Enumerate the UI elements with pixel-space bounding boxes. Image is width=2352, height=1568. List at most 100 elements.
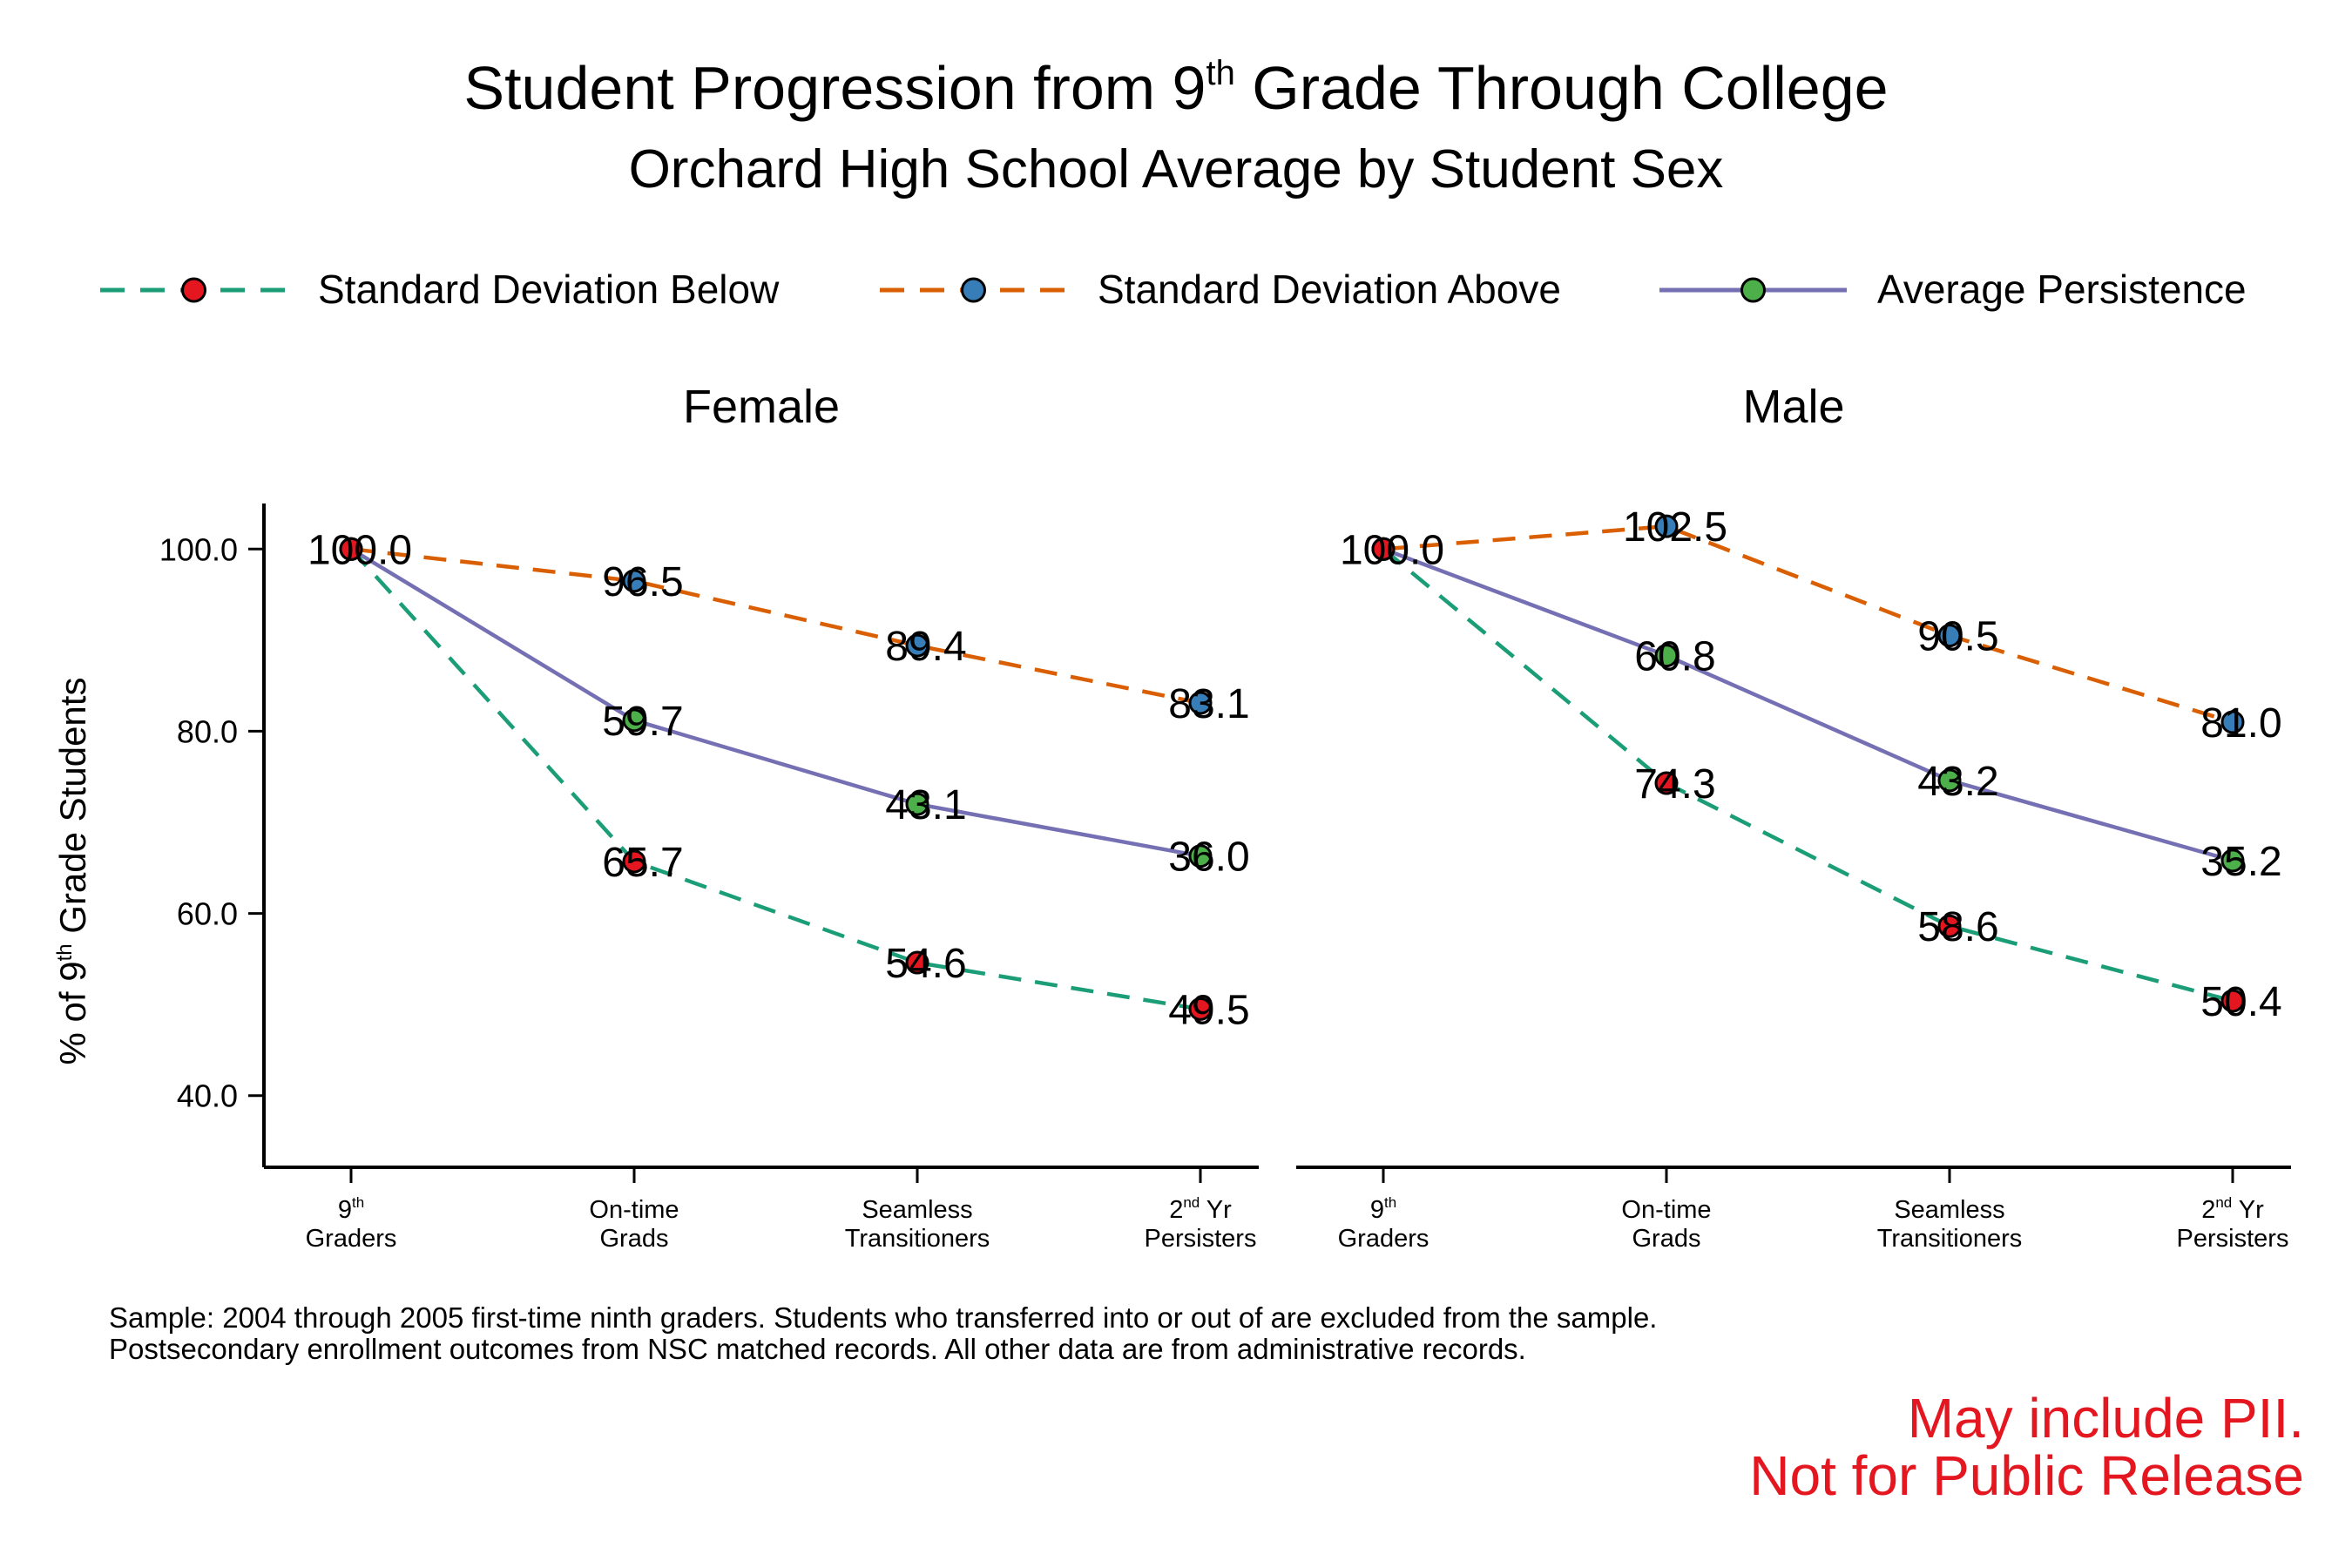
footnote-line-1: Sample: 2004 through 2005 first-time nin… [109,1301,1658,1334]
x-tick-label-line1: On-time [589,1196,679,1224]
data-point-below [339,537,363,561]
data-label-above: 83.1 [1168,681,1249,727]
chart-title-rest: Grade Through College [1235,54,1889,122]
x-tick-label-text: Seamless [1894,1196,2004,1224]
data-point-avg [1654,644,1679,668]
legend-label-above: Standard Deviation Above [1098,267,1561,312]
series-line-avg [349,547,1201,858]
data-point-above [622,569,646,593]
series-line-above [1382,524,2234,725]
x-tick-label-line2: Graders [1338,1225,1429,1253]
data-label-above: 102.5 [1623,504,1727,551]
data-point-below [1371,537,1396,561]
series-line-below [1382,547,2234,1004]
panel-male: Male9thGradersOn-timeGradsSeamlessTransi… [1296,381,2291,1253]
data-point-avg [905,792,929,816]
pii-warning-line-2: Not for Public Release [1749,1444,2304,1507]
x-tick-label-text: On-time [589,1196,679,1224]
panel-title-male: Male [1742,381,1844,433]
x-tick-label-rest: Yr [2232,1196,2264,1224]
legend-marker-above [961,277,986,303]
x-tick-label-text: 2 [1169,1196,1183,1224]
x-tick-label-line1: 2nd Yr [1169,1194,1232,1224]
data-point-above [905,633,929,658]
data-point-above [1937,624,1962,648]
x-tick-label-line2: Transitioners [845,1225,990,1253]
data-label-below: 54.6 [885,941,966,987]
x-tick-label-rest: Yr [1200,1196,1232,1224]
x-tick-label-line1: 2nd Yr [2201,1194,2264,1224]
data-label-above: 90.5 [1917,614,1998,660]
x-tick-label-line2: Transitioners [1877,1225,2023,1253]
data-label-avg: 43.2 [1917,759,1998,805]
x-tick-label-line1: 9th [1370,1194,1396,1224]
y-axis-label-rest: Grade Students [52,678,93,944]
x-tick-label-line2: Persisters [1145,1225,1257,1253]
data-point-below [1654,771,1679,795]
data-label-below: 65.7 [602,840,683,886]
series-line-below [349,547,1201,1011]
x-tick-label-text: 9 [338,1196,352,1224]
x-tick-label-text: 2 [2201,1196,2215,1224]
data-label-below: 100.0 [1340,527,1444,573]
data-label-below: 74.3 [1634,761,1715,808]
y-tick-label: 80.0 [177,713,238,749]
data-point-above [2220,710,2245,734]
y-tick-label: 40.0 [177,1078,238,1114]
series-line-avg [1382,547,2234,863]
chart-subtitle: Orchard High School Average by Student S… [629,139,1724,199]
data-point-avg [1937,768,1962,793]
data-label-below: 50.4 [2200,979,2281,1025]
x-tick-label-text: 9 [1370,1196,1384,1224]
footnote-line-2: Postsecondary enrollment outcomes from N… [109,1333,1526,1365]
data-point-above [1188,691,1213,715]
y-tick-label: 100.0 [159,531,238,567]
pii-warning-line-1: May include PII. [1907,1387,2304,1450]
data-label-avg: 35.2 [2200,839,2281,885]
chart-title-sup: th [1206,54,1235,92]
data-point-below [622,849,646,874]
data-label-avg: 36.0 [1168,835,1249,881]
data-point-below [2220,989,2245,1013]
data-label-above: 89.4 [885,624,966,670]
y-axis-label: % of 9th Grade Students [52,678,93,1065]
data-point-above [1654,514,1679,538]
legend-label-avg: Average Persistence [1877,267,2247,312]
chart-panels: Female9thGradersOn-timeGradsSeamlessTran… [159,381,2291,1253]
x-tick-label-line1: Seamless [862,1196,972,1224]
panel-female: Female9thGradersOn-timeGradsSeamlessTran… [159,381,1259,1253]
chart-legend: Standard Deviation Below Standard Deviati… [100,267,2247,312]
y-axis-label-sup: th [53,943,77,961]
data-point-avg [2220,848,2245,873]
x-tick-label-line2: Grads [1632,1225,1701,1253]
y-tick-label: 60.0 [177,896,238,932]
x-tick-label-text: Seamless [862,1196,972,1224]
chart-title: Student Progression from 9th Grade Throu… [463,54,1888,122]
x-tick-label-line2: Graders [306,1225,397,1253]
x-tick-label-sup: nd [1183,1194,1200,1211]
data-point-below [1937,914,1962,938]
data-label-below: 58.6 [1917,904,1998,950]
data-point-avg [1188,844,1213,868]
data-label-below: 49.5 [1168,987,1249,1033]
data-label-above: 96.5 [602,559,683,605]
x-tick-label-line1: 9th [338,1194,364,1224]
data-label-avg: 43.1 [885,782,966,828]
legend-marker-below [181,277,206,303]
x-tick-label-sup: nd [2215,1194,2232,1211]
data-point-below [1188,997,1213,1021]
data-label-below: 100.0 [308,527,412,573]
data-point-avg [622,708,646,733]
x-tick-label-sup: th [1384,1194,1396,1211]
data-label-avg: 59.7 [602,699,683,745]
x-tick-label-line2: Persisters [2177,1225,2289,1253]
x-tick-label-line1: On-time [1621,1196,1711,1224]
legend-label-below: Standard Deviation Below [318,267,780,312]
x-tick-label-line1: Seamless [1894,1196,2004,1224]
x-tick-label-line2: Grads [600,1225,669,1253]
legend-marker-avg [1740,277,1766,303]
data-label-above: 81.0 [2200,700,2281,747]
x-tick-label-sup: th [352,1194,364,1211]
panel-title-female: Female [683,381,840,433]
